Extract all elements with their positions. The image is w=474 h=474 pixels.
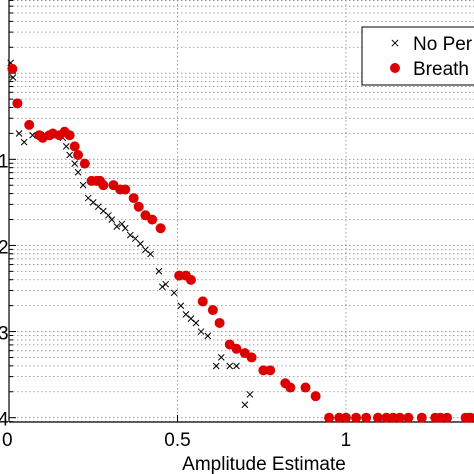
- y-tick-label: 3: [0, 324, 9, 345]
- data-point-x: [162, 280, 170, 288]
- data-point-dot: [24, 119, 35, 130]
- data-point-x: [233, 362, 240, 370]
- data-point-x: [118, 220, 126, 228]
- data-point-dot: [12, 98, 23, 109]
- data-point-x: [94, 203, 102, 211]
- data-point-x: [212, 362, 220, 370]
- data-point-x: [113, 223, 121, 230]
- data-point-dot: [128, 193, 139, 204]
- legend-label-breath: Breath: [413, 59, 469, 80]
- legend-box: [361, 26, 474, 86]
- data-point-x: [170, 289, 178, 297]
- data-point-x: [62, 143, 70, 150]
- series-breath: [7, 63, 474, 423]
- legend-label-no-per: No Per: [413, 34, 473, 55]
- data-point-dot: [185, 274, 196, 285]
- data-point-x: [126, 231, 134, 239]
- data-point-dot: [120, 184, 131, 195]
- data-point-x: [192, 319, 200, 327]
- data-point-dot: [465, 412, 474, 423]
- data-point-x: [66, 151, 74, 159]
- data-point-x: [147, 250, 154, 258]
- data-point-dot: [361, 412, 372, 423]
- data-point-x: [246, 391, 254, 398]
- data-point-dot: [214, 317, 225, 328]
- data-point-x: [132, 235, 139, 242]
- x-tick-label: 0.5: [164, 430, 190, 451]
- data-point-x: [99, 207, 107, 215]
- data-point-dot: [351, 412, 362, 423]
- data-point-x: [155, 267, 163, 275]
- data-point-x: [177, 302, 185, 310]
- data-point-dot: [265, 365, 276, 376]
- data-point-x: [187, 315, 195, 323]
- tick-labels: 0 0.5 1 1 2 3 4: [0, 151, 351, 451]
- data-point-dot: [98, 180, 109, 191]
- data-point-x: [226, 362, 234, 370]
- y-tick-label: 2: [0, 237, 9, 258]
- data-point-x: [108, 216, 116, 223]
- data-point-x: [217, 354, 225, 361]
- data-point-x: [204, 332, 212, 340]
- data-point-x: [197, 328, 205, 335]
- legend-entry-breath: Breath: [390, 59, 469, 80]
- data-point-dot: [231, 343, 242, 354]
- data-point-dot: [69, 141, 80, 152]
- data-point-x: [89, 199, 97, 206]
- x-tick-label: 1: [341, 430, 352, 451]
- data-point-dot: [324, 412, 335, 423]
- legend: No Per Breath: [361, 26, 474, 86]
- data-point-x: [105, 211, 112, 219]
- data-point-dot: [340, 412, 351, 423]
- data-point-dot: [394, 412, 405, 423]
- data-point-dot: [79, 158, 90, 169]
- data-point-dot: [403, 412, 414, 423]
- grid: [9, 0, 474, 423]
- legend-entry-no-per: No Per: [391, 34, 473, 55]
- data-point-dot: [73, 150, 84, 161]
- data-point-dot: [155, 223, 166, 234]
- data-point-dot: [300, 382, 311, 393]
- data-point-dot: [64, 130, 75, 141]
- data-point-x: [241, 401, 249, 409]
- y-tick-label: 1: [0, 151, 9, 172]
- data-point-x: [121, 224, 129, 232]
- data-point-x: [142, 246, 149, 254]
- legend-marker-x: [391, 39, 399, 47]
- data-point-x: [182, 310, 190, 318]
- data-point-dot: [7, 63, 18, 74]
- data-point-x: [9, 74, 17, 81]
- data-point-x: [29, 131, 36, 139]
- data-point-x: [79, 181, 87, 189]
- data-point-x: [84, 194, 92, 202]
- y-tick-label: 4: [0, 410, 9, 431]
- data-point-dot: [147, 214, 158, 225]
- x-tick-label: 0: [2, 430, 13, 451]
- data-point-dot: [285, 382, 296, 393]
- legend-marker-dot: [390, 63, 400, 73]
- data-point-x: [158, 283, 166, 291]
- x-axis-label: Amplitude Estimate: [182, 454, 346, 474]
- data-point-dot: [246, 352, 257, 363]
- data-point-x: [71, 160, 79, 167]
- data-point-x: [74, 168, 82, 176]
- data-point-x: [15, 130, 23, 137]
- data-point-x: [20, 138, 28, 146]
- data-point-x: [137, 240, 144, 248]
- data-point-dot: [442, 412, 453, 423]
- data-point-dot: [133, 201, 144, 212]
- data-point-dot: [416, 412, 427, 423]
- data-point-dot: [310, 391, 321, 402]
- data-point-dot: [372, 412, 383, 423]
- data-point-dot: [207, 305, 218, 316]
- data-point-dot: [197, 296, 208, 307]
